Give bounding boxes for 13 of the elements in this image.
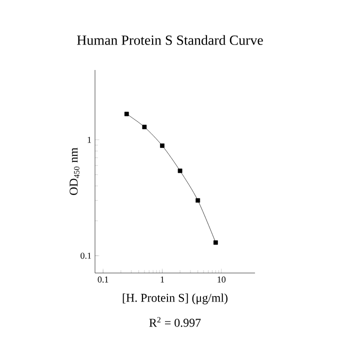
point	[160, 143, 164, 148]
x-tick-label: 10	[218, 276, 226, 283]
point	[142, 124, 147, 130]
chart-title: Human Protein S Standard Curve	[77, 35, 263, 45]
y-axis-title: OD$_{450}$ nm	[70, 148, 80, 196]
point	[124, 112, 129, 116]
text: R$^{2}$ = 0.997	[149, 317, 201, 327]
x-tick-label: 1	[160, 276, 164, 282]
point	[178, 168, 182, 174]
x-tick-label: 0.1	[98, 276, 108, 283]
point	[213, 240, 218, 245]
x-axis-title: [H. Protein S] (μg/ml)	[122, 293, 228, 304]
point	[196, 198, 200, 203]
